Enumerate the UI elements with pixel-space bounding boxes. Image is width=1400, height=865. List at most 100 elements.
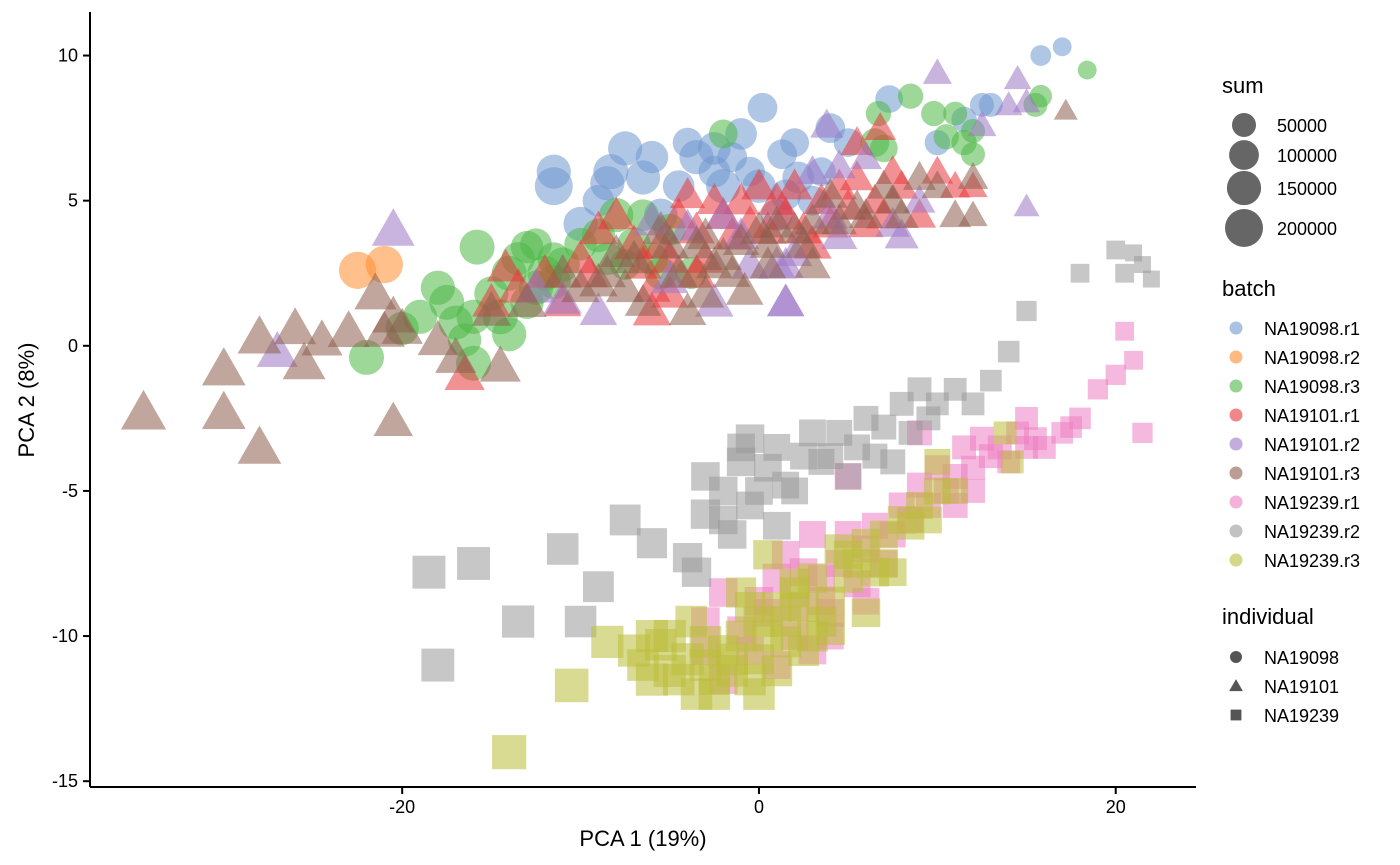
data-point [1030,45,1052,66]
data-point [727,433,755,462]
data-point [762,511,791,540]
data-point [734,591,766,623]
data-point [1124,350,1143,370]
data-point [1015,406,1038,430]
data-point [921,155,954,184]
data-point [546,533,579,565]
legend-batch-label: NA19101.r3 [1264,464,1360,484]
data-point [421,648,455,682]
legend-batch-key [1229,524,1243,538]
data-point [925,392,949,416]
data-point [435,336,477,373]
data-point [850,141,882,170]
x-tick-label: 0 [754,797,764,817]
data-point [696,246,733,279]
legend-batch-title: batch [1222,276,1276,301]
data-point [502,605,535,638]
data-point [884,198,919,229]
data-point [201,347,246,386]
data-point [627,649,659,681]
data-point [543,280,582,314]
data-point [327,310,370,348]
data-point [605,268,645,303]
data-point [1052,37,1072,57]
y-axis-title: PCA 2 (8%) [14,343,39,458]
data-point [1115,321,1135,341]
data-point [884,218,919,249]
data-point [741,168,777,200]
data-point [821,203,857,235]
data-point [625,160,661,195]
data-point [1105,364,1126,385]
data-point [614,239,654,274]
data-point [1012,88,1041,113]
legend-batch-label: NA19098.r1 [1264,319,1360,339]
legend-sum-key [1226,170,1262,206]
data-point [650,224,689,259]
y-tick-label: 0 [68,336,78,356]
data-point [237,425,282,464]
data-point [871,414,897,440]
legend-sum: sum 50000 100000 150000 200000 [1222,73,1337,247]
data-point [417,319,459,356]
x-tick-label: -20 [389,797,415,817]
data-point [897,83,924,109]
legend-batch-label: NA19239.r3 [1264,551,1360,571]
data-point [582,571,614,603]
data-point [880,449,906,475]
data-point [795,155,830,185]
data-point [921,170,954,199]
data-point [677,225,716,259]
data-point [997,340,1020,363]
data-point [564,605,597,638]
data-point [624,284,662,316]
data-point [781,477,809,505]
legend-batch-key [1229,350,1243,364]
data-point [543,254,582,288]
data-point [1000,450,1024,474]
data-point [813,177,848,208]
legend-sum-key [1232,113,1256,137]
series-na19239-r3 [492,421,1024,770]
data-point [993,421,1017,445]
data-point [865,100,892,127]
data-point [608,131,643,166]
data-point [579,292,618,326]
data-point [924,448,951,475]
data-point [903,184,936,213]
legend-batch-key [1229,379,1243,393]
data-point [1070,263,1090,283]
data-point [668,292,707,326]
data-point [766,283,805,317]
data-point [471,291,512,326]
data-point [381,307,423,344]
data-point [365,245,403,284]
data-point [958,200,988,227]
y-tick-label: -15 [52,771,78,791]
data-point [1029,84,1053,108]
data-point [722,223,760,255]
legend-individual-title: individual [1222,604,1314,629]
data-point [510,230,544,264]
x-axis-title: PCA 1 (19%) [579,826,706,851]
data-point [486,248,525,282]
data-point [980,369,1002,392]
data-point [967,110,997,137]
data-point [1053,98,1078,120]
legend-individual-key [1230,709,1242,721]
data-point [779,568,810,599]
data-point [609,504,641,536]
legend-individual-label: NA19098 [1264,648,1339,668]
legend-batch-label: NA19098.r3 [1264,377,1360,397]
data-point [1060,416,1082,438]
data-point [835,463,862,490]
data-point [833,540,863,570]
data-point [201,390,246,429]
legend-batch: batch NA19098.r1 NA19098.r2 NA19098.r3 NA191… [1222,276,1360,571]
data-point [957,162,989,189]
data-point [776,168,813,200]
data-point [799,419,826,447]
data-point [902,160,937,190]
